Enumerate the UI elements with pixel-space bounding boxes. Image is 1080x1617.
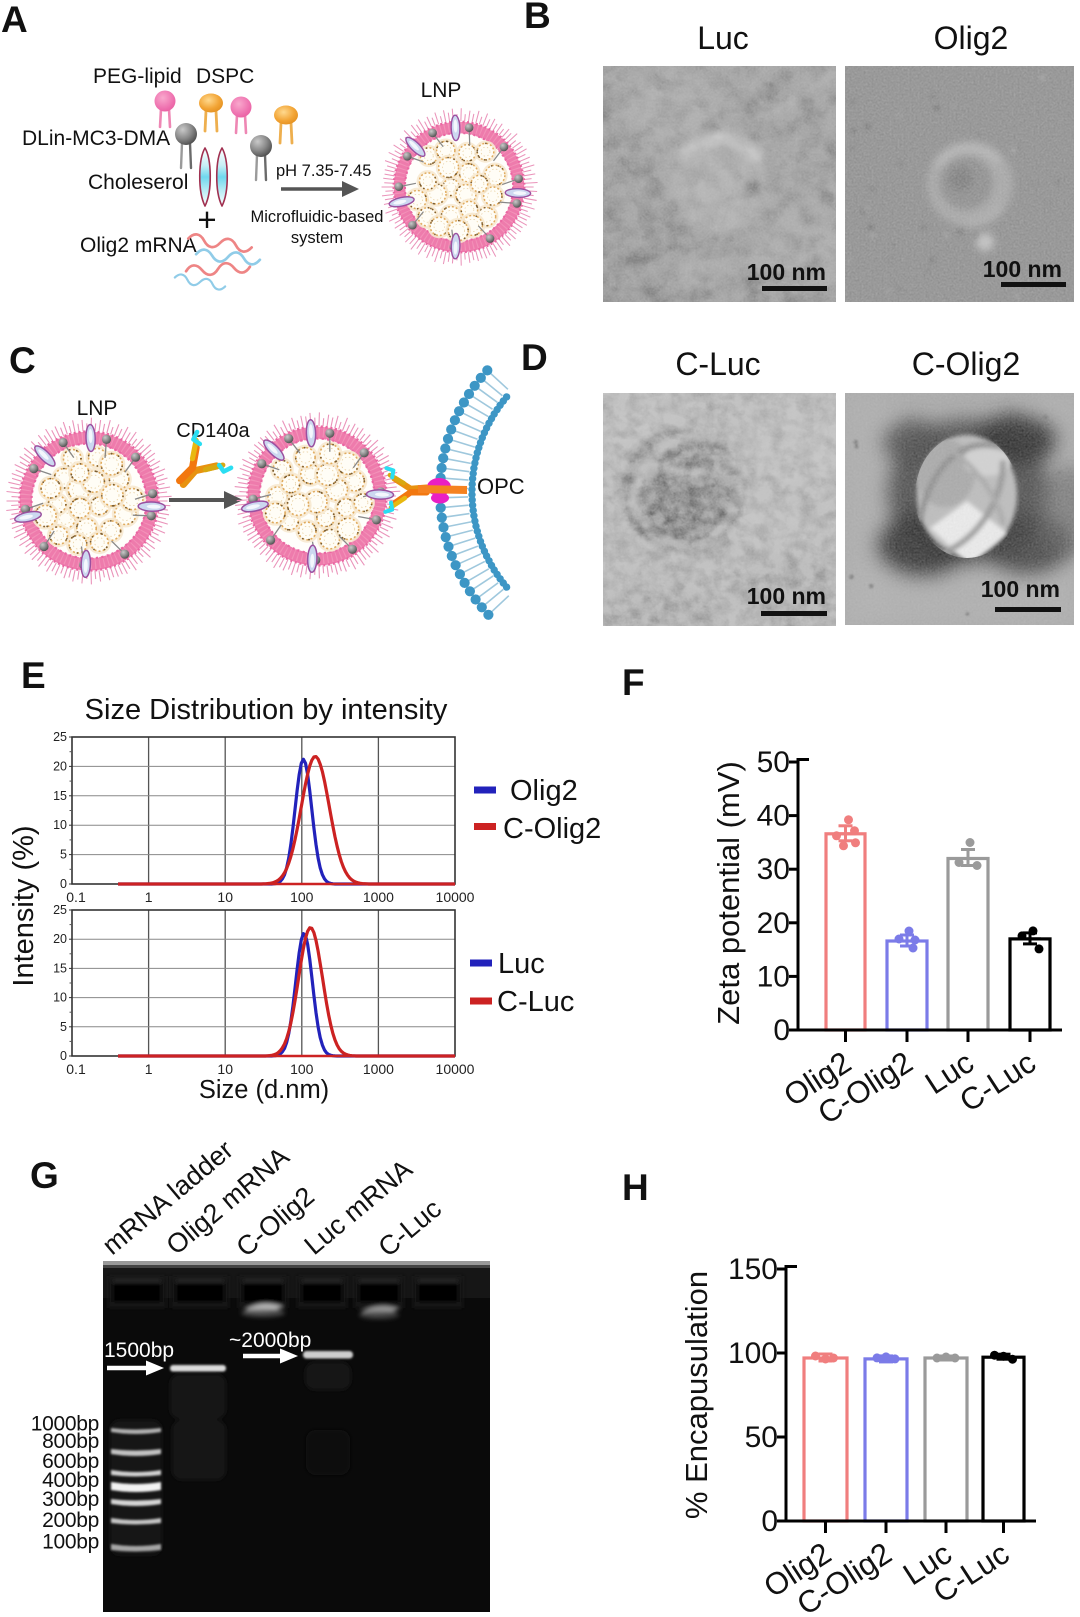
svg-text:40: 40: [757, 800, 790, 833]
svg-text:Intensity (%): Intensity (%): [8, 825, 40, 986]
svg-text:C-Olig2: C-Olig2: [503, 813, 601, 845]
svg-text:10: 10: [53, 818, 67, 832]
svg-text:Size Distribution by intensity: Size Distribution by intensity: [85, 694, 448, 726]
svg-text:1: 1: [145, 1061, 153, 1077]
svg-text:10: 10: [217, 889, 233, 905]
svg-text:LNP: LNP: [77, 397, 118, 420]
svg-text:pH 7.35-7.45: pH 7.35-7.45: [276, 162, 371, 180]
svg-text:Olig2: Olig2: [510, 775, 578, 807]
svg-text:Microfluidic-based: Microfluidic-based: [251, 208, 384, 226]
svg-text:100bp: 100bp: [42, 1531, 99, 1554]
svg-text:% Encapusulation: % Encapusulation: [679, 1271, 714, 1519]
svg-text:100 nm: 100 nm: [983, 256, 1062, 282]
svg-text:600bp: 600bp: [42, 1450, 99, 1473]
svg-text:Olig2: Olig2: [934, 20, 1009, 56]
svg-text:DLin-MC3-DMA: DLin-MC3-DMA: [22, 127, 170, 150]
svg-text:CD140a: CD140a: [176, 420, 250, 442]
svg-text:200bp: 200bp: [42, 1509, 99, 1532]
svg-text:C-Luc: C-Luc: [675, 346, 760, 382]
svg-text:1: 1: [145, 889, 153, 905]
svg-text:10: 10: [53, 991, 67, 1005]
svg-text:Choleserol: Choleserol: [88, 171, 188, 194]
svg-text:15: 15: [53, 961, 67, 975]
svg-text:100: 100: [728, 1337, 778, 1370]
svg-text:5: 5: [60, 1020, 67, 1034]
svg-text:PEG-lipid: PEG-lipid: [93, 65, 182, 88]
svg-text:1000bp: 1000bp: [31, 1413, 99, 1436]
svg-text:LNP: LNP: [421, 79, 462, 102]
svg-text:1000: 1000: [363, 889, 394, 905]
svg-text:F: F: [622, 662, 645, 703]
svg-text:C-Olig2: C-Olig2: [912, 346, 1020, 382]
svg-text:C: C: [9, 340, 36, 381]
svg-text:+: +: [197, 201, 216, 238]
svg-text:D: D: [521, 337, 548, 378]
svg-text:15: 15: [53, 789, 67, 803]
svg-text:20: 20: [53, 932, 67, 946]
svg-text:25: 25: [53, 730, 67, 744]
svg-text:0: 0: [773, 1014, 790, 1047]
svg-text:150: 150: [728, 1253, 778, 1286]
svg-text:C-Luc: C-Luc: [497, 986, 574, 1018]
svg-text:OPC: OPC: [477, 474, 525, 499]
svg-text:800bp: 800bp: [42, 1430, 99, 1453]
svg-text:0: 0: [761, 1505, 778, 1538]
svg-text:0: 0: [60, 877, 67, 891]
svg-text:300bp: 300bp: [42, 1488, 99, 1511]
svg-text:20: 20: [757, 907, 790, 940]
svg-text:Size (d.nm): Size (d.nm): [199, 1076, 329, 1104]
svg-text:~2000bp: ~2000bp: [229, 1329, 311, 1352]
svg-text:A: A: [1, 0, 28, 40]
svg-text:Luc: Luc: [498, 948, 545, 980]
svg-text:50: 50: [757, 746, 790, 779]
svg-text:1000: 1000: [363, 1061, 394, 1077]
svg-text:100 nm: 100 nm: [747, 259, 826, 285]
svg-text:E: E: [21, 655, 46, 696]
svg-text:10000: 10000: [436, 1061, 475, 1077]
svg-text:25: 25: [53, 903, 67, 917]
svg-text:5: 5: [60, 848, 67, 862]
svg-text:0.1: 0.1: [66, 889, 86, 905]
svg-text:Zeta potential (mV): Zeta potential (mV): [711, 761, 746, 1025]
svg-text:1500bp: 1500bp: [104, 1339, 174, 1362]
svg-text:100: 100: [290, 889, 314, 905]
svg-text:10: 10: [217, 1061, 233, 1077]
svg-text:100 nm: 100 nm: [747, 583, 826, 609]
svg-text:DSPC: DSPC: [196, 65, 254, 88]
svg-text:30: 30: [757, 853, 790, 886]
svg-text:50: 50: [745, 1421, 778, 1454]
svg-text:Luc: Luc: [697, 20, 749, 56]
svg-text:H: H: [622, 1167, 649, 1208]
svg-text:400bp: 400bp: [42, 1469, 99, 1492]
svg-text:Olig2 mRNA: Olig2 mRNA: [80, 234, 197, 257]
svg-text:system: system: [291, 229, 343, 247]
svg-text:100 nm: 100 nm: [981, 576, 1060, 602]
svg-text:G: G: [30, 1155, 59, 1196]
svg-text:100: 100: [290, 1061, 314, 1077]
svg-text:0: 0: [60, 1049, 67, 1063]
svg-text:10000: 10000: [436, 889, 475, 905]
svg-text:B: B: [524, 0, 551, 36]
svg-text:10: 10: [757, 960, 790, 993]
svg-text:0.1: 0.1: [66, 1061, 86, 1077]
svg-text:20: 20: [53, 759, 67, 773]
